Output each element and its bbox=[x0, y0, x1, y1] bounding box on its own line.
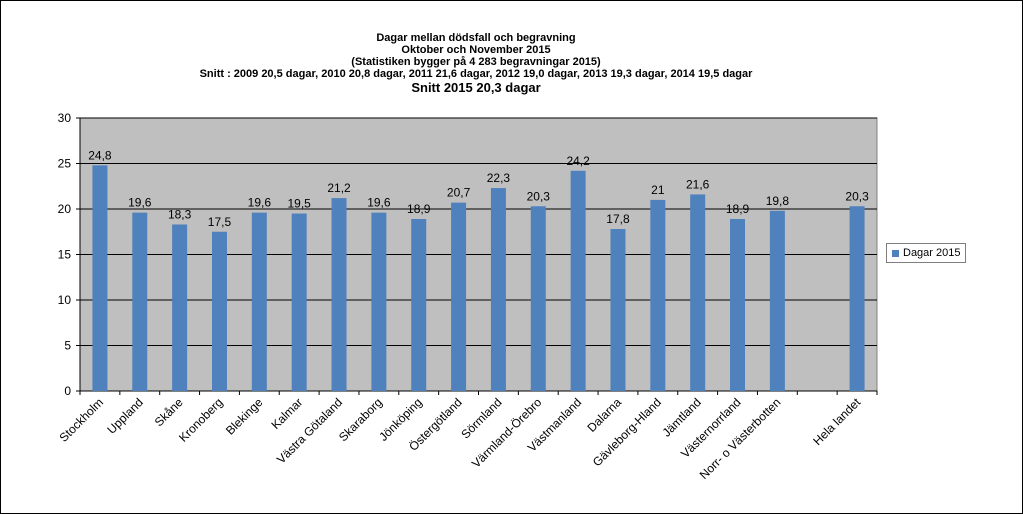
data-label: 20,3 bbox=[845, 189, 869, 203]
y-tick-label: 0 bbox=[64, 384, 71, 398]
chart-subtitle-period: Oktober och November 2015 bbox=[401, 44, 551, 56]
bar bbox=[570, 170, 586, 391]
chart-title: Dagar mellan dödsfall och begravning bbox=[376, 32, 576, 44]
x-tick-label: Blekinge bbox=[223, 395, 266, 438]
bar bbox=[610, 229, 626, 391]
x-tick-label: Uppland bbox=[104, 395, 146, 437]
data-label: 18,9 bbox=[726, 202, 750, 216]
bar bbox=[730, 219, 746, 391]
legend: Dagar 2015 bbox=[886, 243, 966, 263]
data-label: 20,3 bbox=[527, 189, 551, 203]
bar bbox=[769, 210, 785, 391]
legend-swatch bbox=[892, 249, 899, 257]
y-tick-label: 15 bbox=[58, 248, 72, 262]
x-tick-label: Skåne bbox=[152, 395, 186, 429]
x-tick-label: Värmland-Örebro bbox=[469, 395, 545, 471]
bar bbox=[291, 213, 307, 391]
bar bbox=[331, 198, 347, 391]
bar bbox=[211, 231, 227, 391]
legend-label: Dagar 2015 bbox=[903, 247, 961, 259]
y-tick-label: 10 bbox=[58, 293, 72, 307]
data-label: 21 bbox=[651, 183, 665, 197]
data-label: 22,3 bbox=[487, 171, 511, 185]
bar bbox=[371, 212, 387, 391]
data-label: 24,8 bbox=[88, 148, 112, 162]
bar bbox=[650, 199, 666, 391]
chart-subtitle-history: Snitt : 2009 20,5 dagar, 2010 20,8 dagar… bbox=[199, 68, 753, 80]
y-tick-label: 20 bbox=[58, 202, 72, 216]
x-tick-label: Hela landet bbox=[810, 395, 863, 448]
bar bbox=[849, 206, 865, 391]
data-label: 24,2 bbox=[566, 154, 590, 168]
x-tick-label: Dalarna bbox=[584, 395, 624, 435]
data-label: 21,6 bbox=[686, 177, 710, 191]
data-label: 17,8 bbox=[606, 212, 630, 226]
x-tick-label: Stockholm bbox=[57, 395, 107, 445]
x-tick-label: Gävleborg-Hland bbox=[590, 395, 664, 469]
data-label: 19,6 bbox=[367, 196, 391, 210]
bar bbox=[490, 188, 506, 391]
bar bbox=[690, 194, 706, 391]
data-label: 19,5 bbox=[287, 197, 311, 211]
data-label: 19,6 bbox=[248, 196, 272, 210]
x-tick-label: Skaraborg bbox=[336, 395, 385, 444]
bar bbox=[172, 224, 188, 391]
bar bbox=[251, 212, 267, 391]
data-label: 18,3 bbox=[168, 207, 192, 221]
data-label: 18,9 bbox=[407, 202, 431, 216]
chart-subtitle-basis: (Statistiken bygger på 4 283 begravninga… bbox=[351, 56, 601, 68]
bar bbox=[411, 219, 427, 391]
y-tick-label: 25 bbox=[58, 157, 72, 171]
bar bbox=[451, 202, 467, 391]
y-tick-label: 5 bbox=[64, 339, 71, 353]
data-label: 19,8 bbox=[766, 194, 790, 208]
chart-subtitle-average: Snitt 2015 20,3 dagar bbox=[411, 80, 541, 95]
data-label: 17,5 bbox=[208, 215, 232, 229]
bar bbox=[530, 206, 546, 391]
bar bbox=[132, 212, 148, 391]
data-label: 20,7 bbox=[447, 186, 471, 200]
data-label: 19,6 bbox=[128, 196, 152, 210]
x-tick-label: Kronoberg bbox=[176, 395, 226, 445]
y-tick-label: 30 bbox=[58, 111, 72, 125]
data-label: 21,2 bbox=[327, 181, 351, 195]
x-tick-label: Kalmar bbox=[269, 395, 306, 432]
bar bbox=[92, 165, 108, 391]
